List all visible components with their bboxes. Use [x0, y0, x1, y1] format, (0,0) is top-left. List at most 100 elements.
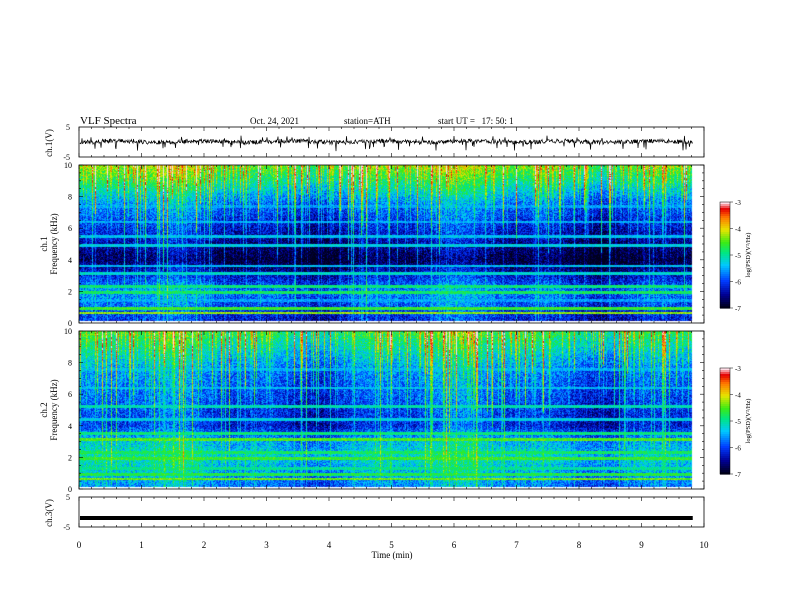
- colorbar-tick-label: -5: [735, 418, 741, 426]
- colorbar-swatch: [720, 272, 730, 275]
- colorbar-swatch: [720, 446, 730, 449]
- colorbar-swatch: [720, 242, 730, 245]
- colorbar-swatch: [720, 278, 730, 281]
- time-tick-label: 2: [202, 540, 207, 550]
- colorbar-swatch: [720, 302, 730, 305]
- frequency-tick-label: 8: [68, 359, 72, 368]
- colorbar-tick-label: -5: [735, 252, 741, 260]
- colorbar-swatch: [720, 232, 730, 235]
- colorbar-swatch: [720, 410, 730, 413]
- colorbar-tick-label: -6: [735, 445, 741, 453]
- colorbar-swatch: [720, 414, 730, 417]
- colorbar-swatch: [720, 462, 730, 465]
- time-tick-label: 6: [452, 540, 457, 550]
- colorbar-tick-label: -3: [735, 199, 741, 207]
- ch1-ytick-top: 5: [66, 123, 70, 132]
- colorbar-swatch: [720, 452, 730, 455]
- time-axis-tick-labels: 0 1 2 3 4 5 6 7 8 9 10: [77, 540, 709, 550]
- colorbar-swatch: [720, 470, 730, 473]
- colorbar-swatch: [720, 382, 730, 385]
- colorbar-swatch: [720, 254, 730, 257]
- colorbar-label: log(PSD)(V²/Hz): [745, 399, 752, 444]
- colorbar-label: log(PSD)(V²/Hz): [745, 233, 752, 278]
- colorbar-swatch: [720, 370, 730, 373]
- ch2-spectrogram-yticks: 0 2 4 6 8 10: [64, 327, 705, 494]
- colorbar-swatch: [720, 402, 730, 405]
- colorbar-swatch: [720, 368, 730, 371]
- colorbar-swatch: [720, 430, 730, 433]
- ch3-ytick-bottom: -5: [63, 523, 70, 532]
- ch2-spectrogram-panel: 0 2 4 6 8 10 ch.2 Frequency (kHz) -3 -4 -5 -6 -7 l…: [39, 327, 752, 494]
- colorbar-swatch: [720, 288, 730, 291]
- colorbar-swatch: [720, 228, 730, 231]
- colorbar-swatch: [720, 444, 730, 447]
- colorbar-swatch: [720, 290, 730, 293]
- colorbar-swatch: [720, 468, 730, 471]
- ch1-spectrogram-panel: 0 2 4 6 8 10 ch.1 Frequency (kHz) -3 -4 -5 -6 -7 l…: [39, 161, 752, 328]
- colorbar-swatch: [720, 238, 730, 241]
- colorbar-swatch: [720, 220, 730, 223]
- colorbar-swatch: [720, 264, 730, 267]
- colorbar-swatch: [720, 274, 730, 277]
- colorbar-swatch: [720, 454, 730, 457]
- colorbar-swatch: [720, 450, 730, 453]
- time-tick-label: 3: [264, 540, 269, 550]
- colorbar-swatch: [720, 212, 730, 215]
- colorbar-swatch: [720, 230, 730, 233]
- colorbar-swatch: [720, 388, 730, 391]
- colorbar-swatch: [720, 214, 730, 217]
- colorbar-swatch: [720, 222, 730, 225]
- ch1-colorbar: -3 -4 -5 -6 -7 log(PSD)(V²/Hz): [719, 199, 752, 313]
- colorbar-swatch: [720, 210, 730, 213]
- frequency-tick-label: 4: [68, 422, 72, 431]
- colorbar-swatch: [720, 406, 730, 409]
- colorbar-swatch: [720, 280, 730, 283]
- time-tick-label: 1: [139, 540, 144, 550]
- colorbar-swatch: [720, 204, 730, 207]
- time-tick-label: 4: [327, 540, 332, 550]
- colorbar-swatch: [720, 464, 730, 467]
- colorbar-swatch: [720, 218, 730, 221]
- time-tick-label: 0: [77, 540, 82, 550]
- ch3-axis-ticks: [78, 497, 705, 527]
- ch2-spectrogram-ylabel-line1: ch.2: [39, 402, 49, 417]
- colorbar-swatch: [720, 304, 730, 307]
- ch1-ytick-bottom: -5: [63, 153, 70, 162]
- time-tick-label: 7: [514, 540, 519, 550]
- colorbar-swatch: [720, 300, 730, 303]
- colorbar-swatch: [720, 418, 730, 421]
- colorbar-swatch: [720, 258, 730, 261]
- colorbar-swatch: [720, 296, 730, 299]
- colorbar-swatch: [720, 392, 730, 395]
- colorbar-swatch: [720, 268, 730, 271]
- colorbar-swatch: [720, 244, 730, 247]
- header-station: station=ATH: [344, 116, 391, 126]
- colorbar-swatch: [720, 256, 730, 259]
- colorbar-swatch: [720, 376, 730, 379]
- colorbar-swatch: [720, 374, 730, 377]
- ch2-spectrogram-image: [79, 331, 704, 489]
- colorbar-swatch: [720, 440, 730, 443]
- colorbar-swatch: [720, 416, 730, 419]
- colorbar-swatch: [720, 216, 730, 219]
- colorbar-swatch: [720, 380, 730, 383]
- time-tick-label: 10: [700, 540, 710, 550]
- colorbar-swatch: [720, 306, 730, 309]
- frequency-tick-label: 4: [68, 256, 72, 265]
- colorbar-swatch: [720, 372, 730, 375]
- colorbar-swatch: [720, 234, 730, 237]
- colorbar-swatch: [720, 226, 730, 229]
- frequency-tick-label: 8: [68, 193, 72, 202]
- colorbar-swatch: [720, 206, 730, 209]
- ch3-ytick-top: 5: [66, 493, 70, 502]
- ch3-waveform-panel: 5 -5 ch.3(V) 0 1 2 3 4 5 6 7 8 9 10 Time (min): [44, 493, 709, 560]
- colorbar-swatch: [720, 434, 730, 437]
- ch1-spectrogram-image: [79, 165, 704, 323]
- colorbar-swatch: [720, 420, 730, 423]
- colorbar-swatch: [720, 240, 730, 243]
- ch1-spectrogram-ylabel-line2: Frequency (kHz): [49, 213, 59, 274]
- ch1-waveform-panel: 5 -5 ch.1(V): [44, 123, 705, 162]
- header-start-time: start UT = 17: 50: 1: [438, 116, 514, 126]
- colorbar-swatch: [720, 384, 730, 387]
